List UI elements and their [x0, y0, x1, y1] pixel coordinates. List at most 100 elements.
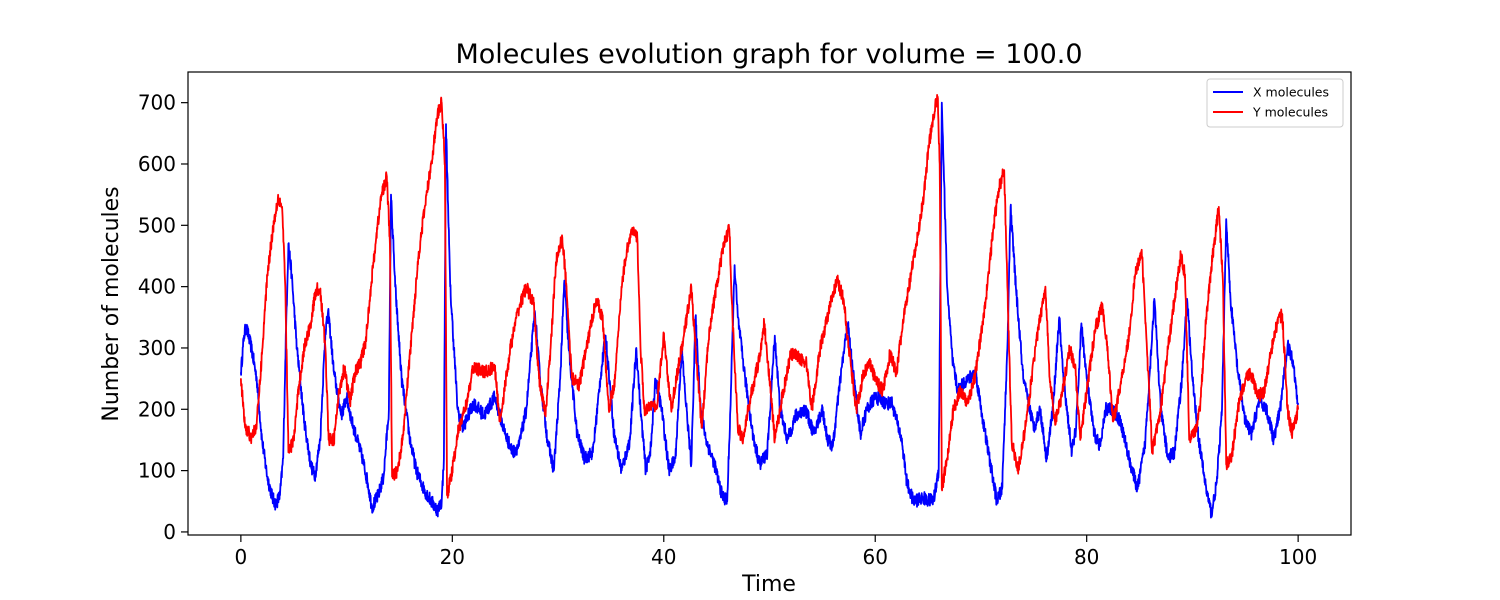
series-point	[1015, 286, 1017, 288]
series-point	[608, 408, 610, 410]
series-point	[391, 476, 393, 478]
series-point	[565, 286, 568, 288]
series-point	[367, 482, 369, 484]
series-point	[903, 316, 905, 318]
series-point	[472, 365, 475, 367]
series-point	[832, 445, 834, 447]
series-point	[1210, 512, 1212, 515]
series-point	[927, 151, 929, 153]
series-point	[351, 420, 353, 423]
series-point	[250, 436, 252, 438]
series-point	[576, 433, 578, 435]
series-point	[1094, 329, 1096, 331]
series-point	[533, 304, 535, 306]
series-point	[1010, 206, 1012, 208]
series-point	[284, 286, 286, 288]
series-point	[1119, 420, 1122, 423]
series-point	[443, 457, 445, 459]
series-point	[1281, 313, 1283, 315]
series-point	[663, 335, 665, 337]
series-point	[1218, 206, 1220, 208]
series-point	[1173, 451, 1175, 453]
series-point	[1270, 353, 1272, 355]
x-axis-label: Time	[741, 572, 796, 597]
series-point	[1054, 420, 1056, 423]
series-point	[457, 433, 459, 435]
series-point	[346, 396, 348, 398]
series-point	[1105, 408, 1107, 410]
series-point	[511, 451, 514, 453]
series-point	[240, 378, 242, 380]
series-point	[340, 414, 342, 416]
series-point	[1058, 316, 1060, 318]
series-point	[509, 347, 512, 349]
series-point	[716, 286, 718, 288]
series-point	[256, 424, 258, 426]
x-tick-label: 60	[863, 545, 888, 569]
series-point	[370, 286, 372, 288]
series-point	[1250, 371, 1252, 374]
series-point	[889, 353, 891, 355]
series-point	[467, 396, 469, 398]
series-point	[1003, 169, 1005, 171]
series-point	[417, 255, 420, 257]
y-tick-label: 500	[138, 213, 176, 237]
series-point	[303, 420, 305, 423]
series-point	[763, 322, 765, 324]
legend: X molecules Y molecules	[1206, 78, 1344, 128]
series-point	[277, 197, 279, 199]
series-point	[731, 316, 734, 318]
series-point	[291, 273, 293, 275]
series-point	[795, 414, 797, 416]
series-point	[668, 470, 670, 472]
series-point	[758, 359, 760, 361]
series-point	[1071, 451, 1073, 453]
series-point	[1287, 408, 1289, 410]
series-point	[1205, 316, 1207, 318]
series-point	[1049, 378, 1051, 380]
series-point	[674, 457, 677, 459]
series-point	[636, 237, 638, 239]
series-point	[261, 353, 263, 355]
series-point	[328, 313, 330, 315]
series-point	[333, 439, 335, 441]
series-point	[568, 347, 570, 349]
series-point	[401, 378, 403, 380]
series-point	[670, 408, 672, 410]
series-point	[939, 163, 941, 165]
y-axis-label: Number of molecules	[99, 186, 124, 421]
series-point	[1167, 457, 1169, 459]
series-point	[412, 316, 414, 318]
y-tick-label: 0	[163, 520, 176, 544]
series-point	[639, 347, 642, 349]
series-point	[729, 408, 732, 410]
series-point	[415, 470, 417, 472]
series-point	[1265, 408, 1267, 410]
series-point	[923, 194, 925, 196]
x-axis: 0 20 40 60 80 100	[234, 535, 1317, 569]
series-point	[753, 439, 755, 441]
series-point	[396, 470, 398, 472]
series-point	[1006, 347, 1009, 349]
series-point	[916, 237, 919, 239]
y-tick-label: 400	[138, 275, 176, 299]
series-point	[1199, 408, 1201, 410]
series-point	[1221, 408, 1223, 410]
series-point	[1225, 218, 1227, 220]
series-point	[708, 329, 710, 331]
series-point	[319, 439, 321, 441]
series-point	[457, 408, 459, 410]
series-point	[1181, 378, 1183, 380]
y-axis: 0 100 200 300 400 500 600 700	[138, 91, 188, 544]
series-point	[932, 500, 935, 502]
x-tick-label: 20	[440, 545, 465, 569]
series-point	[559, 378, 561, 380]
series-point	[261, 439, 263, 441]
series-point	[910, 273, 912, 275]
series-point	[279, 494, 281, 496]
series-point	[986, 286, 988, 288]
legend-label: Y molecules	[1252, 105, 1328, 120]
series-point	[538, 378, 540, 380]
series-point	[266, 273, 268, 275]
